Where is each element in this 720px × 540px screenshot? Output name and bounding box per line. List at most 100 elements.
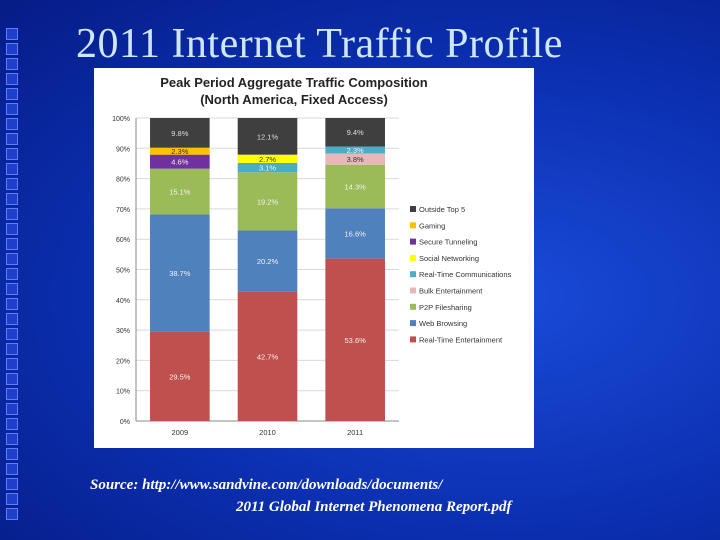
bar-segment bbox=[150, 147, 210, 155]
x-tick-label: 2010 bbox=[259, 428, 276, 437]
y-tick-label: 30% bbox=[116, 328, 130, 335]
bar-segment bbox=[237, 172, 298, 231]
bar-segment bbox=[325, 208, 385, 259]
y-tick-label: 10% bbox=[116, 389, 130, 396]
decorative-square bbox=[6, 448, 18, 460]
bar-segment bbox=[237, 291, 298, 421]
decorative-square bbox=[6, 433, 18, 445]
decorative-square bbox=[6, 238, 18, 250]
bar-segment bbox=[150, 214, 210, 332]
decorative-square bbox=[6, 478, 18, 490]
decorative-square bbox=[6, 133, 18, 145]
y-tick-label: 0% bbox=[120, 419, 130, 426]
legend-swatch bbox=[410, 238, 416, 245]
decorative-square bbox=[6, 118, 18, 130]
data-label: 9.8% bbox=[171, 129, 188, 138]
decorative-square bbox=[6, 43, 18, 55]
legend-swatch bbox=[410, 206, 416, 212]
data-label: 16.6% bbox=[345, 229, 367, 238]
decorative-square bbox=[6, 223, 18, 235]
data-label: 38.7% bbox=[169, 269, 191, 278]
legend-swatch bbox=[410, 287, 416, 294]
decorative-square bbox=[6, 253, 18, 265]
slide-title: 2011 Internet Traffic Profile bbox=[76, 21, 563, 67]
decorative-square bbox=[6, 298, 18, 310]
y-tick-label: 70% bbox=[116, 207, 130, 214]
decorative-square bbox=[6, 388, 18, 400]
chart-subtitle: (North America, Fixed Access) bbox=[200, 92, 388, 107]
source-line-1: Source: http://www.sandvine.com/download… bbox=[90, 477, 443, 493]
data-label: 2.3% bbox=[171, 147, 188, 156]
legend-label: Real-Time Entertainment bbox=[419, 335, 503, 344]
decorative-square bbox=[6, 313, 18, 325]
decorative-square bbox=[6, 163, 18, 175]
bar-segment bbox=[150, 331, 210, 421]
stacked-bar-chart: Peak Period Aggregate Traffic Compositio… bbox=[112, 75, 511, 437]
decorative-square bbox=[6, 208, 18, 220]
decorative-square bbox=[6, 28, 18, 40]
chart-title: Peak Period Aggregate Traffic Compositio… bbox=[160, 75, 428, 90]
data-label: 2.3% bbox=[347, 146, 364, 155]
decorative-square bbox=[6, 373, 18, 385]
legend-label: Web Browsing bbox=[419, 319, 467, 328]
decorative-square bbox=[6, 178, 18, 190]
bar-segment bbox=[325, 118, 385, 147]
decorative-square bbox=[6, 343, 18, 355]
legend-swatch bbox=[410, 271, 416, 278]
data-label: 3.1% bbox=[259, 164, 276, 173]
x-tick-label: 2011 bbox=[347, 428, 363, 437]
legend-swatch bbox=[410, 254, 416, 261]
decorative-square bbox=[6, 358, 18, 370]
decorative-square bbox=[6, 58, 18, 70]
data-label: 14.3% bbox=[345, 183, 367, 192]
decorative-square bbox=[6, 88, 18, 100]
data-label: 4.6% bbox=[171, 158, 188, 167]
decorative-square bbox=[6, 268, 18, 280]
data-label: 19.2% bbox=[257, 197, 279, 206]
data-label: 2.7% bbox=[259, 155, 276, 164]
legend-label: Secure Tunneling bbox=[419, 238, 477, 247]
bar-segment bbox=[237, 118, 298, 155]
data-label: 42.7% bbox=[257, 352, 279, 361]
y-tick-label: 50% bbox=[116, 268, 130, 275]
y-tick-label: 60% bbox=[116, 237, 130, 244]
y-tick-label: 80% bbox=[116, 177, 130, 184]
bar-segment bbox=[325, 146, 385, 154]
legend-swatch bbox=[410, 320, 416, 327]
bar-segment bbox=[237, 162, 298, 173]
legend-label: Bulk Entertainment bbox=[419, 287, 483, 296]
bar-segment bbox=[237, 154, 298, 163]
bar-segment bbox=[325, 258, 385, 421]
bar-segment bbox=[325, 153, 385, 165]
data-label: 12.1% bbox=[257, 132, 279, 141]
decorative-square bbox=[6, 508, 18, 520]
y-tick-label: 100% bbox=[112, 116, 130, 123]
decorative-square bbox=[6, 463, 18, 475]
data-label: 29.5% bbox=[169, 372, 191, 381]
data-label: 3.8% bbox=[347, 155, 364, 164]
decorative-square-column bbox=[0, 28, 22, 523]
decorative-square bbox=[6, 403, 18, 415]
data-label: 53.6% bbox=[345, 336, 367, 345]
y-tick-label: 40% bbox=[116, 298, 130, 305]
decorative-square bbox=[6, 328, 18, 340]
decorative-square bbox=[6, 193, 18, 205]
source-citation: Source: http://www.sandvine.com/download… bbox=[90, 474, 511, 518]
legend-label: P2P Filesharing bbox=[419, 303, 472, 312]
legend-label: Outside Top 5 bbox=[419, 205, 465, 214]
decorative-square bbox=[6, 283, 18, 295]
y-tick-label: 20% bbox=[116, 358, 130, 365]
legend-label: Gaming bbox=[419, 221, 445, 230]
bar-segment bbox=[150, 168, 210, 215]
decorative-square bbox=[6, 148, 18, 160]
chart-panel: Peak Period Aggregate Traffic Compositio… bbox=[94, 68, 534, 448]
decorative-square bbox=[6, 493, 18, 505]
legend-swatch bbox=[410, 303, 416, 310]
bar-segment bbox=[150, 118, 210, 148]
legend-label: Social Networking bbox=[419, 254, 479, 263]
decorative-square bbox=[6, 103, 18, 115]
legend-swatch bbox=[410, 222, 416, 229]
data-label: 9.4% bbox=[347, 128, 364, 137]
data-label: 15.1% bbox=[169, 187, 191, 196]
data-label: 20.2% bbox=[257, 257, 279, 266]
